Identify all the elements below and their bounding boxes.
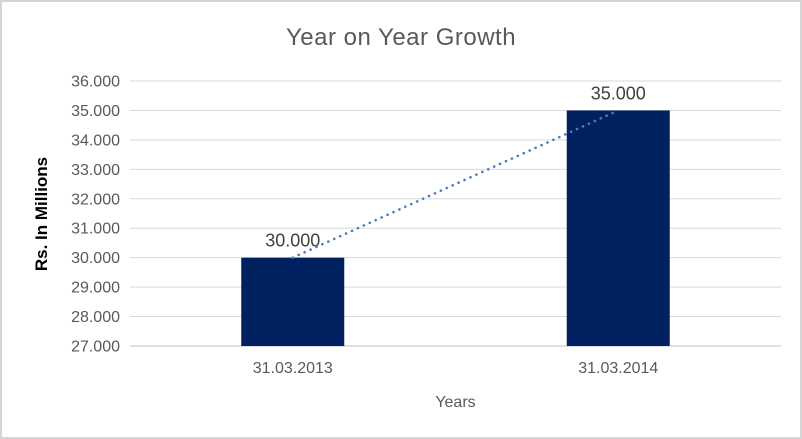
data-label: 30.000 (265, 231, 320, 251)
y-tick-label: 27.000 (71, 339, 120, 356)
y-tick-label: 31.000 (71, 221, 120, 238)
y-tick-label: 33.000 (71, 162, 120, 179)
bar (241, 257, 345, 346)
trendline (291, 109, 620, 259)
x-tick-label: 31.03.2014 (578, 360, 658, 377)
y-tick-label: 30.000 (71, 250, 120, 267)
y-tick-label: 35.000 (71, 103, 120, 120)
data-label: 35.000 (591, 83, 646, 103)
y-tick-label: 36.000 (71, 74, 120, 91)
y-tick-label: 34.000 (71, 132, 120, 149)
x-tick-label: 31.03.2013 (253, 360, 333, 377)
y-tick-label: 29.000 (71, 280, 120, 297)
y-tick-label: 32.000 (71, 191, 120, 208)
y-tick-label: 28.000 (71, 309, 120, 326)
chart-title: Year on Year Growth (285, 24, 517, 51)
x-axis-title: Years (435, 394, 476, 411)
bar (566, 110, 670, 346)
